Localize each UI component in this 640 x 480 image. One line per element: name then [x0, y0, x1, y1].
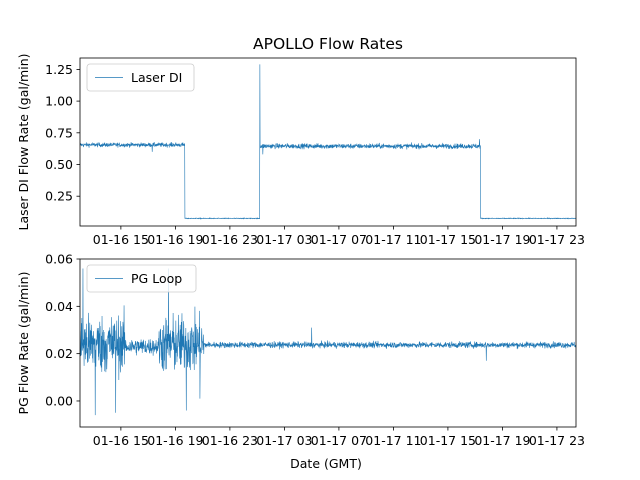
laser-y-tick-label: 0.50: [45, 157, 73, 172]
laser-x-tick-label: 01-17 19: [474, 232, 530, 247]
pg-x-tick-label: 01-17 11: [365, 433, 421, 448]
laser-legend-label: Laser DI: [131, 70, 182, 85]
pg-x-tick-label: 01-17 19: [474, 433, 530, 448]
pg-legend-box: [86, 264, 197, 293]
laser-x-tick-label: 01-16 23: [202, 232, 258, 247]
laser-y-tick-label: 0.25: [45, 189, 73, 204]
pg-x-tick-label: 01-16 19: [147, 433, 203, 448]
pg-axes-frame: [79, 258, 577, 428]
pg-series-line: [80, 268, 576, 416]
pg-x-tick-label: 01-16 15: [93, 433, 149, 448]
pg-y-tick-label: 0.02: [45, 346, 73, 361]
pg-x-tick-label: 01-17 15: [420, 433, 476, 448]
laser-x-tick-label: 01-16 15: [93, 232, 149, 247]
pg-y-tick-label: 0.06: [45, 252, 73, 267]
pg-y-axis-title: PG Flow Rate (gal/min): [16, 272, 31, 415]
pg-x-tick-label: 01-17 03: [256, 433, 312, 448]
pg-legend-label: PG Loop: [131, 271, 182, 286]
pg-y-tick-label: 0.00: [45, 393, 73, 408]
laser-x-tick-label: 01-17 11: [365, 232, 421, 247]
laser-x-tick-label: 01-16 19: [147, 232, 203, 247]
pg-x-tick-label: 01-16 23: [202, 433, 258, 448]
laser-x-tick-label: 01-17 07: [311, 232, 367, 247]
laser-y-axis-title: Laser DI Flow Rate (gal/min): [16, 54, 31, 231]
laser-x-tick-label: 01-17 03: [256, 232, 312, 247]
laser-series-line: [80, 64, 576, 220]
chart-title: APOLLO Flow Rates: [253, 35, 403, 53]
pg-x-tick-label: 01-17 07: [311, 433, 367, 448]
x-axis-title: Date (GMT): [290, 456, 362, 471]
laser-y-tick-label: 1.00: [45, 94, 73, 109]
laser-x-tick-label: 01-17 23: [529, 232, 585, 247]
pg-y-tick-label: 0.04: [45, 299, 73, 314]
laser-y-tick-label: 0.75: [45, 125, 73, 140]
laser-legend-box: [86, 63, 195, 92]
pg-x-tick-label: 01-17 23: [529, 433, 585, 448]
laser-y-tick-label: 1.25: [45, 62, 73, 77]
laser-axes-frame: [79, 57, 577, 227]
laser-x-tick-label: 01-17 15: [420, 232, 476, 247]
